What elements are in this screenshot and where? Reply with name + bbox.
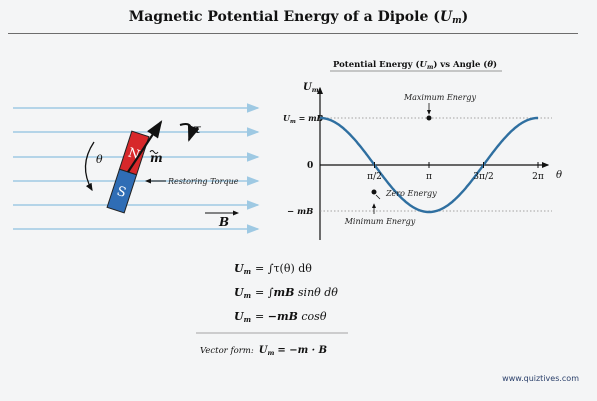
title-close: ) [461, 9, 469, 25]
ann-min: Minimum Energy [344, 217, 416, 226]
ann-max: Maximum Energy [403, 93, 477, 102]
field-label: B [218, 215, 229, 229]
equations: Um = ∫τ(θ) dθ Um = ∫mB sinθ dθ Um = −mB cos… [196, 262, 348, 357]
energy-graph: Potential Energy (Um) vs Angle (θ) Um θ … [283, 59, 562, 240]
moment-label: m [150, 151, 163, 165]
x-ticks: π/2 π 3π/2 2π [367, 162, 544, 182]
ann-zero: Zero Energy [385, 189, 437, 198]
magnet-south [106, 168, 138, 214]
x-tick-label: 3π/2 [473, 172, 493, 182]
y-axis-label: Um [303, 82, 319, 94]
field-lines [13, 103, 260, 234]
south-label: S [115, 184, 128, 201]
restoring-label: Restoring Torque [167, 177, 239, 186]
zero-pointer [375, 194, 381, 200]
title-sub: m [452, 16, 462, 26]
angle-label: θ [96, 153, 103, 166]
dipole-moment-arrow [127, 120, 163, 173]
angle-arc [84, 141, 95, 192]
x-tick-label: 2π [532, 172, 544, 182]
x-tick-label: π/2 [367, 172, 382, 182]
y-tick-top: Um = mB [283, 113, 324, 125]
torque-arc [179, 123, 200, 142]
y-tick-bottom: − mB [287, 207, 313, 217]
title-text: Magnetic Potential Energy of a Dipole ( [128, 9, 440, 25]
x-axis-label: θ [556, 170, 562, 181]
title-divider [8, 33, 578, 34]
moment-tilde-icon [149, 150, 159, 154]
eq1: Um = ∫τ(θ) dθ [234, 262, 312, 276]
eq3: Um = −mB cosθ [234, 310, 327, 324]
page-title: Magnetic Potential Energy of a Dipole (U… [0, 9, 597, 26]
vector-form: Vector form: Um = −m · B [200, 345, 327, 357]
eq2: Um = ∫mB sinθ dθ [234, 286, 338, 300]
torque-label: τ [193, 122, 202, 136]
zero-point [371, 189, 377, 195]
max-point [426, 115, 432, 121]
energy-curve [320, 116, 538, 214]
footer-url[interactable]: www.quiztives.com [502, 374, 579, 383]
y-tick-zero: 0 [307, 161, 313, 171]
x-tick-label: π [426, 172, 432, 182]
title-var: U [439, 9, 453, 25]
graph-title: Potential Energy (Um) vs Angle (θ) [333, 59, 497, 71]
